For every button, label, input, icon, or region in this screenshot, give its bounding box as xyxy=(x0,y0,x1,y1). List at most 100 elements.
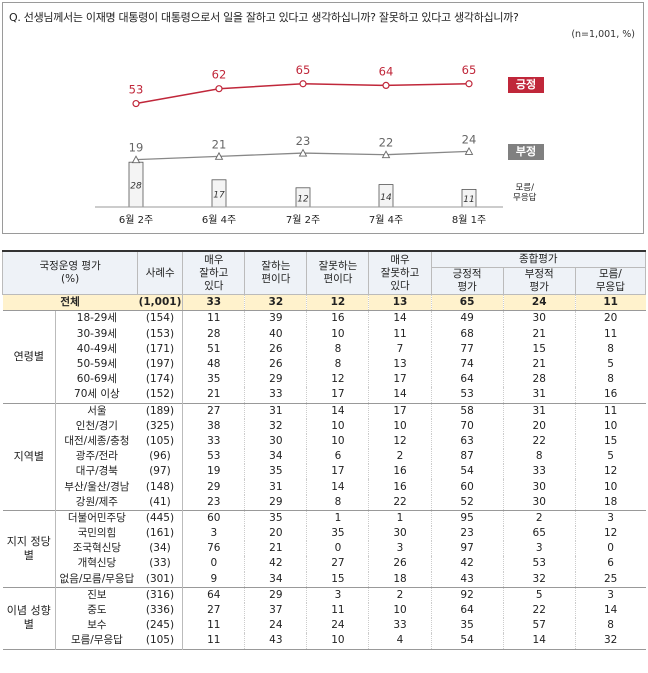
row-value: 15 xyxy=(306,571,370,588)
row-value: 14 xyxy=(306,479,370,495)
row-value: 10 xyxy=(306,633,370,649)
trend-chart-panel: Q. 선생님께서는 이재명 대통령이 대통령으로서 일을 잘하고 있다고 생각하… xyxy=(2,2,644,234)
header-c3-l1: 잘못하는 xyxy=(318,260,358,273)
row-value: 23 xyxy=(182,494,246,511)
row-value: 48 xyxy=(182,356,246,373)
table-row: 이념 성향별 진보 (316) 64 29 3 2 92 5 3 xyxy=(2,586,646,649)
row-label: 인천/경기 xyxy=(75,419,118,432)
row-value: 30 xyxy=(503,479,576,495)
row-value: 42 xyxy=(431,556,504,572)
group-label: 연령별 xyxy=(2,310,57,403)
row-value: 14 xyxy=(503,633,576,649)
group-label: 이념 성향별 xyxy=(2,586,57,649)
row-value: 30 xyxy=(368,526,432,542)
row-value: 92 xyxy=(431,586,504,603)
dontknow-value-label: 28 xyxy=(130,182,142,192)
row-label: 70세 이상 xyxy=(74,388,120,401)
header-c6: 부정적 평가 xyxy=(502,267,576,296)
row-value: 32 xyxy=(603,634,618,647)
row-value: 14 xyxy=(368,310,432,327)
legend-dontknow: 모름/ 무응답 xyxy=(513,183,536,203)
row-value: 8 xyxy=(607,619,614,632)
dontknow-value-label: 11 xyxy=(463,195,474,205)
legend-positive-badge: 긍정 xyxy=(508,77,544,93)
header-c6-l2: 평가 xyxy=(529,281,549,294)
row-value: 57 xyxy=(503,618,576,634)
row-value: 53 xyxy=(182,449,246,465)
row-value: 17 xyxy=(368,372,432,388)
row-sample: (154) xyxy=(137,310,184,327)
header-c7-l2: 무응답 xyxy=(595,281,625,294)
row-value: 11 xyxy=(182,310,246,327)
row-value: 16 xyxy=(368,464,432,480)
row-value: 58 xyxy=(431,402,504,419)
row-value: 64 xyxy=(431,602,504,619)
x-tick-label: 7월 4주 xyxy=(369,214,403,226)
row-value: 3 xyxy=(306,586,370,603)
table-row: 지역별 서울 (189) 27 31 14 17 58 31 11 xyxy=(2,402,646,511)
table-row: 60-69세 (174) 35 29 12 17 64 28 8 xyxy=(3,372,646,388)
row-label: 50-59세 xyxy=(76,358,117,371)
row-value: 21 xyxy=(503,326,576,342)
negative-point xyxy=(381,150,391,159)
positive-value-label: 65 xyxy=(462,63,477,77)
row-label: 대구/경북 xyxy=(75,465,118,478)
row-value: 15 xyxy=(503,341,576,357)
table-row: 개혁신당 (33) 0 42 27 26 42 53 6 xyxy=(3,556,646,572)
row-label: 개혁신당 xyxy=(77,557,117,570)
header-c1-l2: 잘하고 xyxy=(199,266,229,279)
row-value: 34 xyxy=(244,571,308,588)
row-sample: (171) xyxy=(137,341,184,357)
row-label: 부산/울산/경남 xyxy=(64,480,130,493)
row-value: 9 xyxy=(182,571,246,588)
row-value: 12 xyxy=(368,433,432,450)
row-value: 35 xyxy=(431,618,504,634)
row-value: 20 xyxy=(244,526,308,542)
row-value: 10 xyxy=(368,602,432,619)
row-sample: (105) xyxy=(137,433,184,450)
row-value: 21 xyxy=(182,387,246,403)
row-value: 11 xyxy=(575,294,646,312)
row-sample: (325) xyxy=(137,418,184,434)
row-value: 38 xyxy=(182,418,246,434)
header-c7: 모름/ 무응답 xyxy=(574,267,647,296)
header-c4-l3: 있다 xyxy=(390,279,410,292)
row-value: 64 xyxy=(431,372,504,388)
row-value: 8 xyxy=(306,494,370,511)
row-value: 60 xyxy=(182,509,246,526)
table-row: 국민의힘 (161) 3 20 35 30 23 65 12 xyxy=(3,526,646,542)
header-c4-l1: 매우 xyxy=(390,253,410,266)
row-sample: (105) xyxy=(137,633,184,649)
group-label: 지역별 xyxy=(2,402,57,511)
table-row: 광주/전라 (96) 53 34 6 2 87 8 5 xyxy=(3,449,646,465)
sample-note: (n=1,001, %) xyxy=(571,29,635,40)
row-sample: (245) xyxy=(137,618,184,634)
row-value: 31 xyxy=(503,402,576,419)
row-value: 12 xyxy=(603,527,618,540)
row-value: 24 xyxy=(244,618,308,634)
positive-point xyxy=(215,85,223,93)
header-c1-l1: 매우 xyxy=(204,253,224,266)
row-label: 강원/제주 xyxy=(75,495,118,508)
row-value: 11 xyxy=(182,618,246,634)
row-label: 조국혁신당 xyxy=(72,542,122,555)
row-value: 63 xyxy=(431,433,504,450)
header-c2: 잘하는 편이다 xyxy=(244,250,308,296)
row-value: 40 xyxy=(244,326,308,342)
negative-point xyxy=(131,155,141,164)
trend-chart: 28 17 12 14 11 19 21 23 22 24 53 62 65 64 65 6월 2주 6월 4주… xyxy=(95,63,503,226)
row-label: 전체 xyxy=(2,294,138,312)
row-value: 22 xyxy=(503,433,576,450)
row-value: 54 xyxy=(431,464,504,480)
row-value: 5 xyxy=(607,450,614,463)
row-sample: (34) xyxy=(137,541,184,557)
row-value: 33 xyxy=(182,294,246,312)
table-row: 인천/경기 (325) 38 32 10 10 70 20 10 xyxy=(3,418,646,434)
legend-negative-badge: 부정 xyxy=(508,144,544,160)
row-value: 1 xyxy=(368,509,432,526)
table-row: 강원/제주 (41) 23 29 8 22 52 30 18 xyxy=(3,494,646,511)
positive-point xyxy=(382,81,390,90)
row-value: 33 xyxy=(503,464,576,480)
row-value: 11 xyxy=(306,602,370,619)
row-value: 28 xyxy=(503,372,576,388)
